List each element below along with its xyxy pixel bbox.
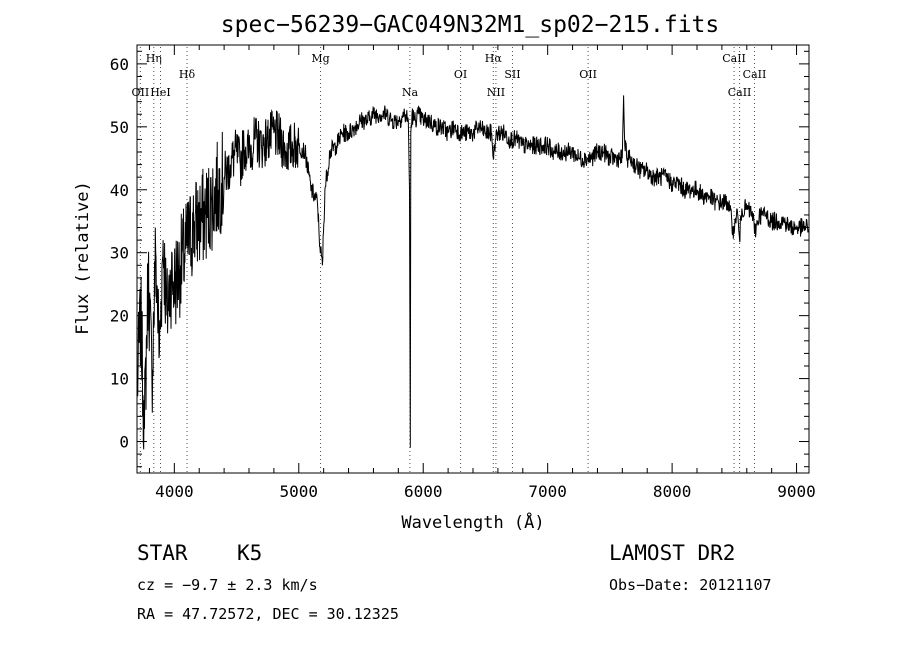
obs-date-text: Obs−Date: 20121107 <box>609 576 772 594</box>
line-marker-label: OII <box>579 68 597 81</box>
spectrum-series <box>136 95 810 450</box>
spectrum-line <box>136 95 810 450</box>
line-marker-label: Hδ <box>179 68 196 81</box>
line-marker-label: OII <box>132 86 150 99</box>
x-tick-label: 4000 <box>155 482 194 501</box>
y-tick-label: 10 <box>110 370 129 389</box>
y-tick-label: 60 <box>110 55 129 74</box>
line-marker-label: NII <box>487 86 505 99</box>
plot-frame <box>136 44 810 474</box>
y-tick-label: 0 <box>119 433 129 452</box>
x-tick-label: 5000 <box>280 482 319 501</box>
line-marker-label: Mg <box>311 52 329 65</box>
line-marker-label: Hη <box>146 52 162 65</box>
x-tick-label: 6000 <box>404 482 443 501</box>
line-marker-label: Na <box>402 86 419 99</box>
line-marker-label: SII <box>504 68 520 81</box>
line-marker-label: CaII <box>722 52 746 65</box>
x-tick-label: 7000 <box>528 482 567 501</box>
line-marker-label: CaII <box>728 86 752 99</box>
x-axis-label: Wavelength (Å) <box>401 513 545 533</box>
plot-axes: 4000 5000 6000 7000 8000 9000 0 10 20 30 40 50 60 <box>110 44 816 501</box>
velocity-text: cz = −9.7 ± 2.3 km/s <box>137 576 318 594</box>
line-marker-label: Hα <box>485 52 503 65</box>
x-tick-label: 9000 <box>777 482 816 501</box>
y-axis-label: Flux (relative) <box>73 181 93 335</box>
line-marker-label: HeI <box>150 86 170 99</box>
y-tick-label: 20 <box>110 307 129 326</box>
y-tick-label: 50 <box>110 118 129 137</box>
line-marker-label: CaII <box>743 68 767 81</box>
y-tick-label: 40 <box>110 181 129 200</box>
object-subclass: K5 <box>237 541 263 565</box>
x-tick-label: 8000 <box>653 482 692 501</box>
survey-name: LAMOST DR2 <box>609 541 736 565</box>
object-class: STAR <box>137 541 188 565</box>
chart-title: spec−56239−GAC049N32M1_sp02−215.fits <box>220 12 720 38</box>
line-marker-label: OI <box>454 68 467 81</box>
coordinates-text: RA = 47.72572, DEC = 30.12325 <box>137 605 399 623</box>
y-tick-label: 30 <box>110 244 129 263</box>
